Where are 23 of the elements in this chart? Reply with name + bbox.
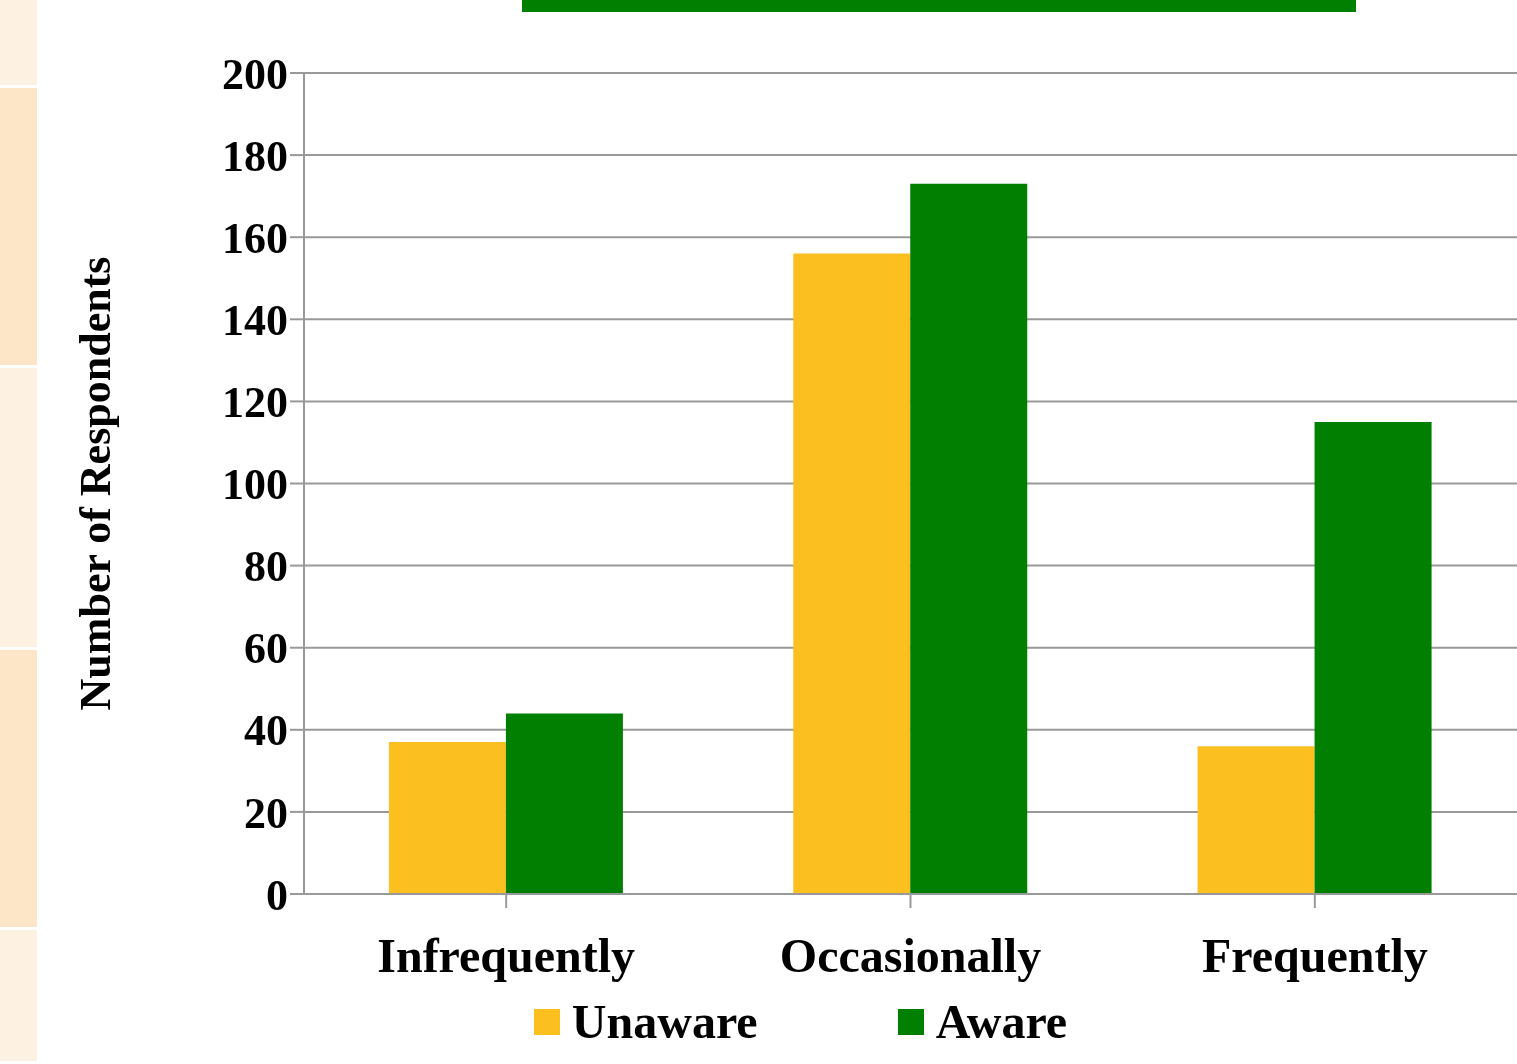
bar	[1197, 746, 1315, 894]
x-tick-label: Frequently	[1201, 929, 1428, 983]
bar	[793, 253, 911, 894]
y-tick-label: 200	[222, 49, 288, 99]
legend-label: Aware	[935, 994, 1068, 1049]
y-tick-label: 60	[244, 624, 288, 674]
y-tick-label: 120	[222, 378, 288, 428]
bar	[910, 183, 1028, 894]
x-tick-label: Occasionally	[779, 929, 1042, 983]
y-tick-label: 40	[244, 706, 288, 756]
y-tick-label: 80	[244, 542, 288, 592]
y-tick-label: 100	[222, 460, 288, 510]
bar	[388, 742, 506, 894]
bar	[505, 713, 623, 894]
y-axis-title: Number of Respondents	[70, 256, 120, 711]
x-tick-label: Infrequently	[377, 929, 636, 983]
y-tick-label: 0	[266, 870, 288, 920]
y-tick-label: 20	[244, 788, 288, 838]
bar	[1314, 421, 1432, 894]
legend-label: Unaware	[571, 994, 758, 1049]
y-tick-label: 140	[222, 295, 288, 345]
y-tick-label: 180	[222, 131, 288, 181]
y-tick-label: 160	[222, 213, 288, 263]
